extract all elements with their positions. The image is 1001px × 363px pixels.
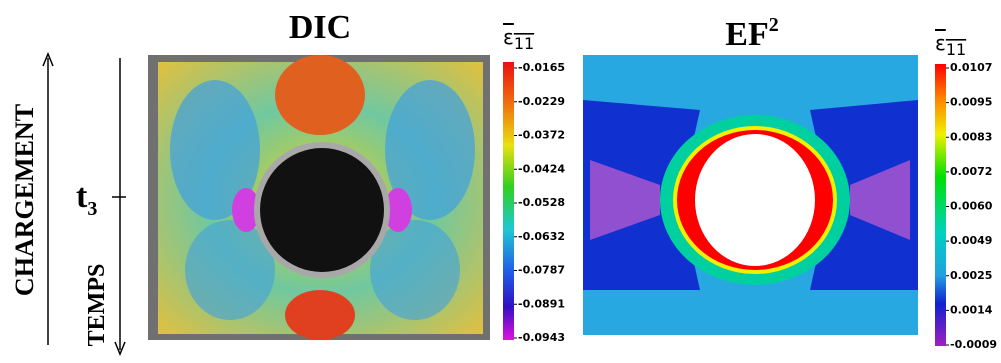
arrow-head <box>114 341 126 356</box>
dic-image <box>148 55 490 340</box>
marker-subscript: 3 <box>87 198 97 220</box>
colorbar-label: 0.0072 <box>950 165 992 178</box>
panel-title: EF2 <box>725 14 778 53</box>
colorbar-label: -0.0891 <box>518 297 565 310</box>
title-text: DIC <box>289 9 351 46</box>
symbol-subscript: 11 <box>946 40 966 59</box>
colorbar-label: -0.0528 <box>518 196 565 209</box>
colorbar-label: 0.0049 <box>950 234 992 247</box>
colorbar <box>935 64 946 346</box>
arrow-head <box>42 52 54 67</box>
ef-image <box>583 55 918 335</box>
colorbar-symbol: ε11 <box>503 25 534 53</box>
symbol: ε <box>935 31 946 55</box>
time-marker: t3 <box>76 178 97 220</box>
colorbar-label: -0.0424 <box>518 162 565 175</box>
colorbar-label: -0.0165 <box>518 61 565 74</box>
title-superscript: 2 <box>769 14 779 36</box>
colorbar-label: 0.0107 <box>950 61 992 74</box>
colorbar-label: 0.0083 <box>950 130 992 143</box>
colorbar-label: -0.0943 <box>518 331 565 344</box>
colorbar-label: 0.0025 <box>950 269 992 282</box>
symbol-subscript: 11 <box>514 34 534 53</box>
colorbar-label: 0.0060 <box>950 200 993 213</box>
time-label: TEMPS <box>84 264 110 347</box>
symbol: ε <box>503 25 514 49</box>
title-text: EF <box>725 16 768 53</box>
colorbar <box>503 62 514 340</box>
colorbar-label: -0.0632 <box>518 230 565 243</box>
colorbar-label: 0.0095 <box>950 96 992 109</box>
colorbar-label: 0.0014 <box>950 303 993 316</box>
colorbar-label: -0.0372 <box>518 129 565 142</box>
panel-title: DIC <box>289 9 351 46</box>
load-label: CHARGEMENT <box>10 104 39 296</box>
colorbar-label: -0.0787 <box>518 264 565 277</box>
colorbar-label: -0.0229 <box>518 95 565 108</box>
marker-text: t <box>76 178 88 215</box>
colorbar-symbol: ε11 <box>935 31 966 59</box>
colorbar-label: -0.0009 <box>950 338 997 351</box>
